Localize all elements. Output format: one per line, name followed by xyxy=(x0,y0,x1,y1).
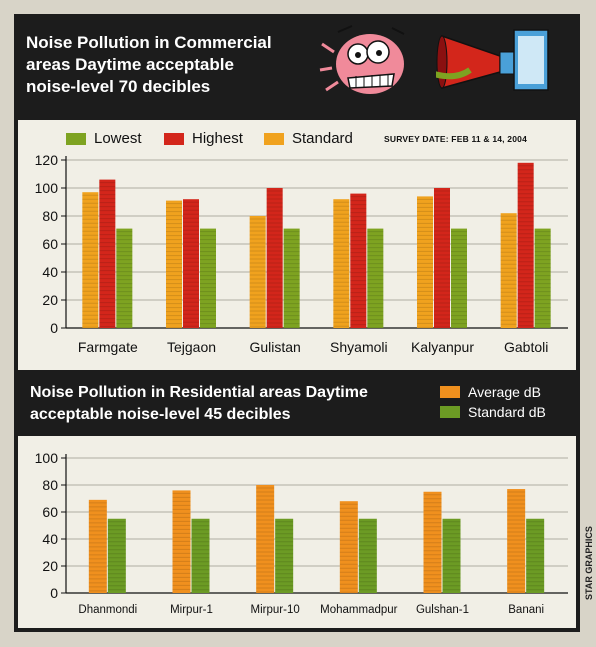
bar-standard-tejgaon xyxy=(166,200,182,328)
legend-average-db: Average dB xyxy=(440,384,541,400)
bar-highest-gulistan xyxy=(266,188,283,328)
y-tick-label: 40 xyxy=(42,264,58,280)
bar-lowest-tejgaon xyxy=(200,228,216,328)
bar-highest-kalyanpur xyxy=(434,188,450,328)
y-tick-label: 60 xyxy=(42,236,58,252)
bar-standard-gulistan xyxy=(249,216,266,328)
x-category-label: Kalyanpur xyxy=(411,339,474,355)
y-tick-label: 0 xyxy=(50,585,58,601)
bar-average-db-banani xyxy=(507,489,526,593)
survey-date: SURVEY DATE: FEB 11 & 14, 2004 xyxy=(384,134,528,144)
bar-lowest-shyamoli xyxy=(367,228,384,328)
x-category-label: Gabtoli xyxy=(504,339,548,355)
y-tick-label: 100 xyxy=(35,450,59,466)
credit-label: STAR GRAPHICS xyxy=(584,526,594,600)
bar-lowest-gabtoli xyxy=(534,228,551,328)
y-tick-label: 100 xyxy=(35,180,59,196)
legend-highest-label: Highest xyxy=(192,130,243,147)
legend-lowest-label: Lowest xyxy=(94,130,142,147)
x-category-label: Shyamoli xyxy=(330,339,388,355)
bar-standard-db-dhanmondi xyxy=(107,518,126,593)
x-category-label: Tejgaon xyxy=(167,339,216,355)
legend-average-swatch xyxy=(440,386,460,398)
legend-highest-swatch xyxy=(164,132,184,145)
y-tick-label: 20 xyxy=(42,292,58,308)
y-tick-label: 120 xyxy=(35,152,59,168)
bar-standard-db-banani xyxy=(526,518,545,593)
x-category-label: Mohammadpur xyxy=(320,604,398,616)
bar-standard-kalyanpur xyxy=(417,196,433,328)
legend-lowest: Lowest xyxy=(66,130,142,147)
angry-face-icon xyxy=(319,25,405,94)
bar-lowest-gulistan xyxy=(283,228,300,328)
y-tick-label: 60 xyxy=(42,504,58,520)
legend-highest: Highest xyxy=(164,130,243,147)
bar-lowest-kalyanpur xyxy=(451,228,467,328)
bar-lowest-farmgate xyxy=(116,228,133,328)
legend-standard-db: Standard dB xyxy=(440,404,546,420)
x-category-label: Mirpur-10 xyxy=(251,604,300,616)
bar-standard-db-mirpur-1 xyxy=(191,518,210,593)
y-tick-label: 40 xyxy=(42,531,58,547)
bar-standard-db-mirpur-10 xyxy=(275,518,294,593)
bar-average-db-mirpur-1 xyxy=(172,490,191,593)
legend-average-label: Average dB xyxy=(468,384,541,400)
residential-bar-chart: 0 20 40 60 80 100 Dhanmondi Mirpur-1 Mirpur-10 Mo… xyxy=(35,450,568,616)
commercial-bar-chart: 0 20 40 60 80 100 120 Farmgate Tejgaon Gulistan Sh… xyxy=(35,152,568,355)
bar-standard-db-gulshan-1 xyxy=(442,518,461,593)
x-category-label: Farmgate xyxy=(78,339,138,355)
bar-highest-shyamoli xyxy=(350,193,367,328)
bar-standard-db-mohammadpur xyxy=(358,518,377,593)
bar-standard-shyamoli xyxy=(333,199,350,328)
bar-highest-farmgate xyxy=(99,179,116,328)
legend-standard-db-swatch xyxy=(440,406,460,418)
bar-highest-gabtoli xyxy=(517,162,534,328)
y-tick-label: 80 xyxy=(42,477,58,493)
legend-standard: Standard xyxy=(264,130,353,147)
bar-average-db-mohammadpur xyxy=(339,501,358,593)
y-tick-label: 0 xyxy=(50,320,58,336)
x-category-label: Gulshan-1 xyxy=(416,604,469,616)
bar-standard-farmgate xyxy=(82,192,99,328)
chart1-title: Noise Pollution in Commercial areas Dayt… xyxy=(26,33,272,96)
bar-highest-tejgaon xyxy=(183,199,199,328)
megaphone-icon xyxy=(436,29,549,91)
legend-standard-db-label: Standard dB xyxy=(468,404,546,420)
legend-standard-label: Standard xyxy=(292,130,353,147)
legend-lowest-swatch xyxy=(66,132,86,145)
bar-standard-gabtoli xyxy=(500,213,517,328)
bar-average-db-mirpur-10 xyxy=(256,485,275,593)
x-category-label: Dhanmondi xyxy=(78,604,137,616)
bar-average-db-dhanmondi xyxy=(88,499,107,593)
x-category-label: Gulistan xyxy=(249,339,300,355)
x-category-label: Banani xyxy=(508,604,544,616)
bar-average-db-gulshan-1 xyxy=(423,491,442,593)
y-tick-label: 20 xyxy=(42,558,58,574)
legend-standard-swatch xyxy=(264,132,284,145)
x-category-label: Mirpur-1 xyxy=(170,604,213,616)
chart2-title: Noise Pollution in Residential areas Day… xyxy=(30,384,368,423)
y-tick-label: 80 xyxy=(42,208,58,224)
